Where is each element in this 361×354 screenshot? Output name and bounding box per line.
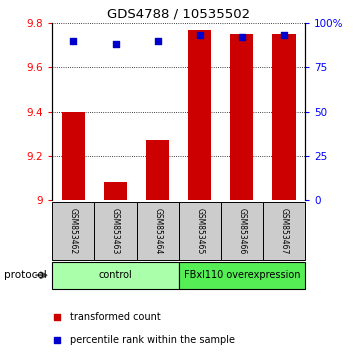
- Point: [55, 337, 60, 343]
- Text: GSM853465: GSM853465: [195, 208, 204, 254]
- Text: percentile rank within the sample: percentile rank within the sample: [70, 335, 235, 346]
- Point: [239, 34, 245, 40]
- Bar: [52, 202, 95, 260]
- Point: [155, 38, 161, 44]
- Bar: [52, 262, 179, 289]
- Bar: [188, 30, 211, 200]
- Bar: [179, 202, 221, 260]
- Point: [55, 314, 60, 320]
- Text: transformed count: transformed count: [70, 312, 161, 322]
- Bar: [62, 112, 85, 200]
- Bar: [273, 34, 296, 200]
- Bar: [95, 202, 136, 260]
- Text: GSM853466: GSM853466: [238, 208, 246, 254]
- Title: GDS4788 / 10535502: GDS4788 / 10535502: [107, 7, 250, 21]
- Bar: [104, 182, 127, 200]
- Text: protocol: protocol: [4, 270, 46, 280]
- Text: GSM853464: GSM853464: [153, 208, 162, 254]
- Point: [197, 33, 203, 38]
- Text: GSM853463: GSM853463: [111, 208, 120, 254]
- Text: control: control: [99, 270, 132, 280]
- Text: GSM853467: GSM853467: [279, 208, 288, 254]
- Bar: [146, 140, 169, 200]
- Bar: [179, 262, 305, 289]
- Point: [281, 33, 287, 38]
- Point: [70, 38, 76, 44]
- Bar: [221, 202, 263, 260]
- Bar: [136, 202, 179, 260]
- Text: GSM853462: GSM853462: [69, 208, 78, 254]
- Text: FBxl110 overexpression: FBxl110 overexpression: [184, 270, 300, 280]
- Bar: [263, 202, 305, 260]
- Point: [113, 41, 118, 47]
- Bar: [230, 34, 253, 200]
